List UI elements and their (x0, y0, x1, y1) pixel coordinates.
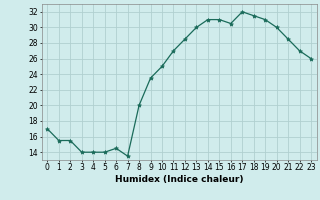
X-axis label: Humidex (Indice chaleur): Humidex (Indice chaleur) (115, 175, 244, 184)
